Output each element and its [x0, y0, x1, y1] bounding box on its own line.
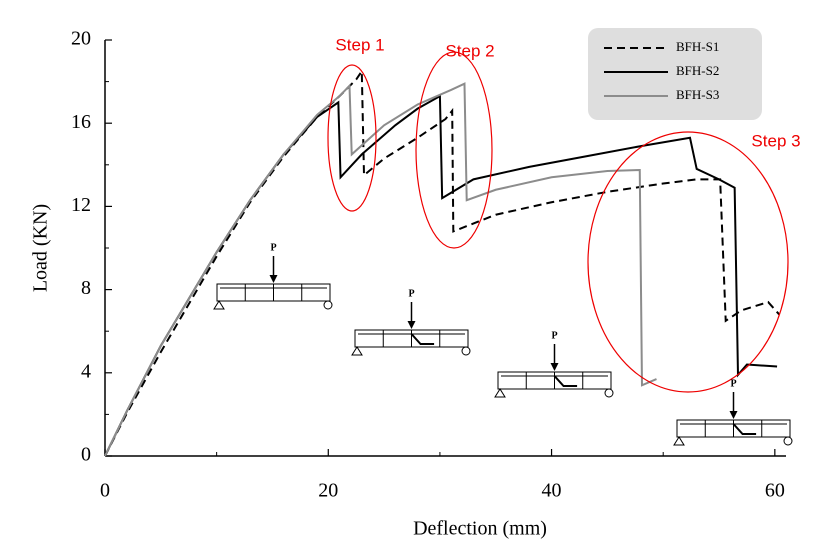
step-label: Step 1: [335, 35, 384, 54]
series-line: [104, 82, 657, 457]
load-label: P: [551, 330, 557, 341]
step-ellipse: [415, 51, 493, 249]
arrow-head: [729, 411, 738, 419]
step-ellipse: [327, 64, 377, 212]
crack: [732, 423, 757, 435]
x-tick-label: 40: [542, 480, 562, 502]
y-axis-label: Load (KN): [30, 204, 52, 292]
legend-label: BFH-S1: [676, 39, 719, 54]
y-tick-label: 4: [81, 360, 91, 382]
y-tick-label: 20: [71, 28, 91, 50]
legend-label: BFH-S2: [676, 63, 719, 78]
support: [494, 388, 506, 398]
load-label: P: [408, 288, 414, 299]
x-axis-label: Deflection (mm): [413, 518, 547, 540]
legend-label: BFH-S3: [676, 87, 719, 102]
support: [604, 388, 614, 398]
support: [351, 346, 363, 356]
series-line: [104, 94, 778, 457]
support: [783, 436, 793, 446]
step-ellipse: [587, 131, 789, 393]
legend-box: [588, 28, 762, 120]
y-tick-label: 12: [71, 194, 91, 216]
y-tick-label: 8: [81, 277, 91, 299]
support: [461, 346, 471, 356]
x-tick-label: 0: [100, 480, 110, 502]
arrow-head: [269, 275, 278, 283]
load-label: P: [730, 378, 736, 389]
arrow-head: [550, 363, 559, 371]
crack: [410, 333, 435, 345]
crack: [553, 375, 578, 387]
load-label: P: [270, 242, 276, 253]
y-tick-label: 0: [81, 444, 91, 466]
x-tick-label: 60: [765, 480, 785, 502]
series-line: [104, 68, 781, 457]
step-label: Step 3: [751, 131, 800, 150]
support: [213, 300, 225, 310]
arrow-head: [407, 321, 416, 329]
support: [323, 300, 333, 310]
y-tick-label: 16: [71, 111, 91, 133]
support: [673, 436, 685, 446]
x-tick-label: 20: [318, 480, 338, 502]
step-label: Step 2: [445, 41, 494, 60]
